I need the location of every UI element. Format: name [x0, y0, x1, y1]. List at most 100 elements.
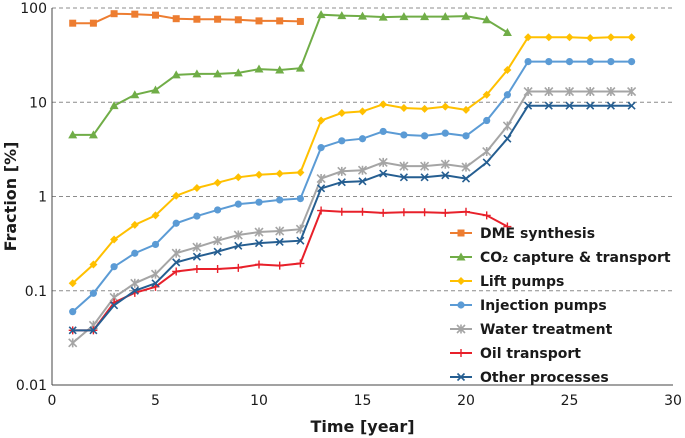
- data-point: [275, 237, 284, 246]
- x-tick-label: 30: [664, 393, 682, 409]
- legend: DME synthesis CO₂ capture & transport Lift…: [450, 226, 671, 386]
- data-point: [399, 12, 409, 21]
- data-point: [214, 15, 222, 23]
- data-point: [400, 131, 408, 139]
- data-point: [420, 208, 429, 217]
- data-point: [440, 12, 450, 21]
- series-0: [69, 10, 304, 27]
- data-point: [296, 236, 305, 245]
- data-point: [317, 144, 325, 152]
- data-point: [607, 57, 615, 66]
- legend-label: Oil transport: [480, 346, 581, 362]
- series-line: [72, 36, 632, 285]
- data-point: [358, 207, 367, 216]
- data-point: [276, 17, 284, 25]
- x-tick-label: 20: [457, 393, 475, 409]
- data-point: [544, 86, 554, 97]
- legend-item: Oil transport: [450, 346, 581, 362]
- data-point: [255, 260, 263, 269]
- data-point: [358, 107, 367, 116]
- legend-item: Injection pumps: [450, 298, 607, 314]
- data-point: [441, 102, 450, 111]
- data-point: [544, 101, 553, 110]
- data-point: [627, 101, 636, 110]
- data-point: [192, 252, 201, 261]
- data-point: [255, 198, 263, 206]
- data-point: [69, 19, 77, 27]
- data-point: [110, 301, 119, 310]
- data-point: [399, 103, 408, 112]
- data-point: [379, 208, 388, 217]
- data-point: [628, 57, 636, 66]
- data-point: [88, 130, 98, 139]
- data-point: [213, 236, 223, 246]
- data-point: [461, 11, 471, 20]
- data-point: [358, 11, 367, 20]
- data-point: [457, 229, 465, 237]
- data-point: [316, 10, 326, 19]
- data-point: [275, 226, 285, 236]
- series-line: [72, 13, 508, 136]
- series-line: [72, 104, 632, 332]
- tick-labels: 0 5 10 15 20 25 30 0.01 0.1 1 10 100: [16, 1, 682, 409]
- data-point: [357, 165, 368, 175]
- data-point: [255, 17, 263, 25]
- data-point: [545, 57, 553, 66]
- data-point: [456, 372, 466, 382]
- data-point: [462, 207, 470, 216]
- y-tick-label: 0.1: [25, 284, 47, 300]
- data-point: [441, 208, 450, 217]
- y-axis-title: Fraction [%]: [1, 142, 20, 252]
- data-point: [213, 247, 222, 256]
- data-point: [131, 10, 139, 18]
- data-point: [379, 100, 388, 109]
- series-line: [72, 60, 632, 313]
- data-point: [110, 10, 118, 18]
- data-point: [503, 91, 511, 99]
- axes: [51, 8, 673, 386]
- legend-item: Other processes: [450, 370, 609, 386]
- data-point: [457, 301, 465, 309]
- data-point: [171, 248, 181, 258]
- data-point: [296, 168, 305, 177]
- legend-label: CO₂ capture & transport: [480, 250, 671, 266]
- data-point: [275, 65, 285, 74]
- data-point: [150, 269, 161, 279]
- data-point: [213, 178, 222, 187]
- data-point: [213, 69, 223, 78]
- data-point: [482, 158, 491, 167]
- gridlines: [52, 7, 673, 292]
- data-point: [399, 173, 408, 182]
- data-point: [172, 219, 180, 227]
- series-line: [72, 90, 632, 344]
- legend-item: Lift pumps: [450, 274, 564, 290]
- data-point: [296, 259, 305, 268]
- data-point: [234, 16, 242, 24]
- data-point: [503, 134, 512, 143]
- data-point: [483, 116, 491, 125]
- data-point: [421, 132, 429, 140]
- data-point: [462, 105, 470, 114]
- data-point: [379, 169, 388, 178]
- data-point: [317, 116, 326, 125]
- data-point: [358, 135, 367, 143]
- data-point: [296, 194, 304, 203]
- data-point: [275, 261, 284, 270]
- data-point: [627, 86, 637, 97]
- data-point: [565, 57, 574, 66]
- x-tick-label: 15: [354, 393, 372, 409]
- data-point: [234, 241, 243, 250]
- series-6: [68, 101, 636, 335]
- data-point: [482, 15, 492, 24]
- data-point: [586, 101, 595, 110]
- data-point: [151, 240, 160, 249]
- series-2: [68, 33, 636, 288]
- data-point: [544, 33, 553, 42]
- data-point: [565, 33, 574, 42]
- data-point: [68, 326, 77, 335]
- data-point: [151, 85, 160, 94]
- data-point: [524, 33, 533, 42]
- x-tick-label: 10: [250, 393, 268, 409]
- x-tick-label: 0: [48, 393, 57, 409]
